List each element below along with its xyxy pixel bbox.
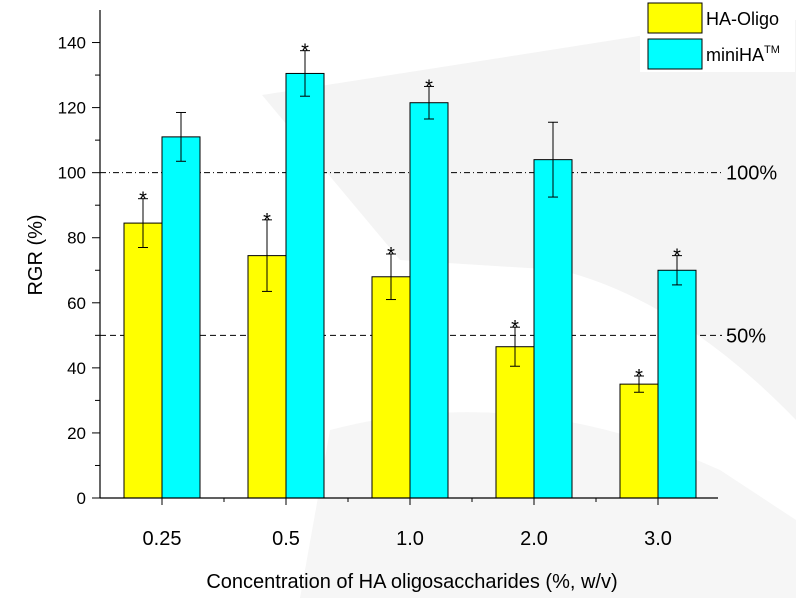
axes — [99, 10, 718, 499]
error-bars — [138, 50, 682, 393]
y-ticks: 0 20 40 60 80 100 120 140 — [58, 34, 100, 508]
bar-miniha-0.5 — [285, 72, 325, 499]
bar-miniha-3.0 — [657, 269, 697, 499]
bar-ha-oligo-0.5 — [247, 255, 287, 499]
legend-swatch-ha-oligo — [647, 2, 703, 34]
significance-star: * — [263, 210, 271, 232]
significance-star: * — [301, 41, 309, 63]
bar-miniha-2.0 — [533, 159, 573, 499]
significance-star: * — [673, 246, 681, 268]
significance-star: * — [387, 244, 395, 266]
legend: HA-Oligo miniHATM — [640, 0, 795, 72]
bar-ha-oligo-2.0 — [495, 346, 535, 499]
legend-label-miniha: miniHATM — [706, 44, 780, 65]
x-axis-title: Concentration of HA oligosaccharides (%,… — [206, 571, 617, 593]
x-tick-label: 1.0 — [396, 528, 424, 550]
significance-star: * — [511, 317, 519, 339]
y-tick-label: 140 — [58, 34, 86, 53]
x-tick-label: 0.25 — [143, 528, 182, 550]
reference-label-50: 50% — [726, 325, 766, 347]
y-tick-label: 20 — [67, 424, 86, 443]
y-tick-label: 40 — [67, 359, 86, 378]
y-tick-label: 60 — [67, 294, 86, 313]
y-axis-title: RGR (%) — [25, 214, 47, 295]
bar-ha-oligo-0.25 — [123, 222, 163, 499]
legend-swatch-miniha — [647, 38, 703, 70]
x-tick-label: 2.0 — [520, 528, 548, 550]
watermark — [262, 20, 796, 598]
legend-label-ha-oligo: HA-Oligo — [706, 9, 779, 29]
bars — [123, 72, 697, 499]
significance-star: * — [425, 76, 433, 98]
x-tick-label: 3.0 — [644, 528, 672, 550]
reference-label-100: 100% — [726, 163, 777, 185]
significance-star: * — [635, 366, 643, 388]
bar-ha-oligo-1.0 — [371, 276, 411, 499]
y-tick-label: 0 — [77, 489, 86, 508]
significance-star: * — [139, 189, 147, 211]
bar-miniha-0.25 — [161, 136, 201, 499]
y-tick-label: 80 — [67, 229, 86, 248]
bar-miniha-1.0 — [409, 102, 449, 499]
bar-ha-oligo-3.0 — [619, 383, 659, 499]
x-tick-label: 0.5 — [272, 528, 300, 550]
y-tick-label: 100 — [58, 164, 86, 183]
significance-markers: * * * * * * * * — [139, 41, 681, 388]
y-tick-label: 120 — [58, 99, 86, 118]
x-ticks: 0.25 0.5 1.0 2.0 3.0 — [143, 498, 672, 550]
